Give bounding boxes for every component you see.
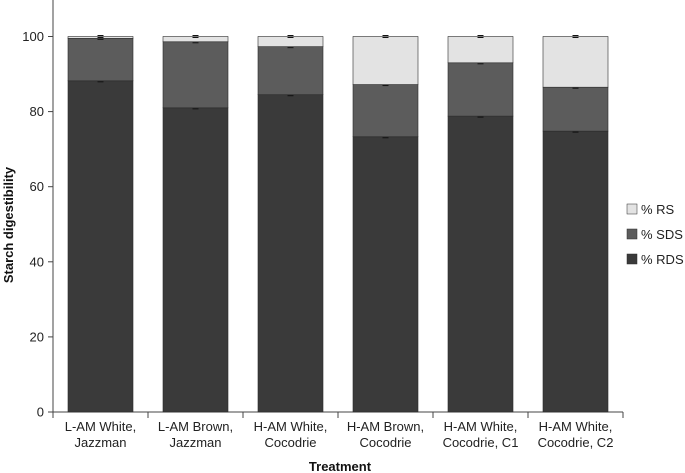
bar-segment-rds bbox=[162, 107, 229, 413]
y-tick-label: 60 bbox=[30, 179, 44, 194]
x-category-label: L-AM Brown, bbox=[158, 419, 233, 434]
bar-segment-sds bbox=[257, 46, 324, 96]
x-category-label: L-AM White, bbox=[65, 419, 137, 434]
x-category-label: H-AM White, bbox=[539, 419, 613, 434]
bar-segment-rs bbox=[447, 36, 514, 64]
bar-segment-sds bbox=[447, 62, 514, 117]
bar-segment-rs bbox=[257, 36, 324, 47]
x-category-label: H-AM White, bbox=[444, 419, 518, 434]
bar-segment-sds bbox=[352, 84, 419, 138]
legend-swatch bbox=[626, 253, 638, 265]
x-category-label: Cocodrie, C2 bbox=[538, 435, 614, 450]
x-category-label: Cocodrie bbox=[264, 435, 316, 450]
bar-segment-rds bbox=[67, 80, 134, 413]
y-tick-label: 100 bbox=[22, 29, 44, 44]
bar-segment-rds bbox=[257, 94, 324, 413]
x-category-label: Cocodrie, C1 bbox=[443, 435, 519, 450]
x-category-label: Jazzman bbox=[169, 435, 221, 450]
y-tick-label: 20 bbox=[30, 329, 44, 344]
x-axis-title: Treatment bbox=[309, 459, 372, 473]
x-category-label: Cocodrie bbox=[359, 435, 411, 450]
bar-segment-rds bbox=[542, 130, 609, 413]
bar-segment-rs bbox=[162, 36, 229, 43]
legend-swatch bbox=[626, 228, 638, 240]
x-category-label: H-AM Brown, bbox=[347, 419, 424, 434]
bar-segment-sds bbox=[542, 86, 609, 132]
legend-label: % SDS bbox=[641, 227, 683, 242]
bar-segment-sds bbox=[67, 38, 134, 82]
legend: % RS % SDS % RDS bbox=[626, 202, 684, 267]
bar-segment-rs bbox=[542, 36, 609, 88]
y-tick-label: 80 bbox=[30, 104, 44, 119]
x-category-label: H-AM White, bbox=[254, 419, 328, 434]
legend-swatch bbox=[626, 203, 638, 215]
legend-label: % RDS bbox=[641, 252, 684, 267]
y-tick-label: 40 bbox=[30, 254, 44, 269]
y-tick-label: 0 bbox=[37, 405, 44, 420]
legend-label: % RS bbox=[641, 202, 675, 217]
bar-segment-rds bbox=[352, 136, 419, 413]
y-axis-title: Starch digestibility bbox=[1, 166, 16, 283]
bar-segment-rds bbox=[447, 115, 514, 413]
bar-segment-sds bbox=[162, 41, 229, 109]
bar-segment-rs bbox=[352, 36, 419, 85]
x-category-label: Jazzman bbox=[74, 435, 126, 450]
